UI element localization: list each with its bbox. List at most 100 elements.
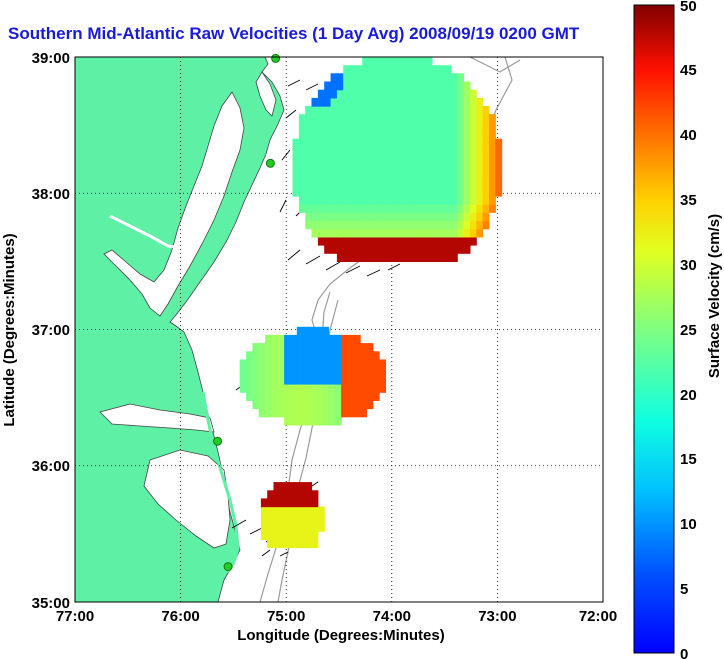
velocity-cell xyxy=(419,81,427,91)
pamlico-sound xyxy=(143,449,231,549)
velocity-cell xyxy=(450,236,458,246)
velocity-cell xyxy=(246,392,253,401)
velocity-cell xyxy=(298,531,306,540)
velocity-cell xyxy=(330,89,338,99)
velocity-cell xyxy=(393,228,401,238)
velocity-cell xyxy=(381,163,389,173)
velocity-cell xyxy=(387,106,395,115)
velocity-cell xyxy=(482,155,490,164)
velocity-cell xyxy=(362,212,370,222)
velocity-cell xyxy=(267,539,275,549)
velocity-cell xyxy=(463,228,471,238)
velocity-cell xyxy=(336,171,344,181)
velocity-cell xyxy=(347,359,355,369)
velocity-cell xyxy=(336,97,344,107)
velocity-cell xyxy=(328,367,336,377)
velocity-cell xyxy=(450,130,458,140)
velocity-cell xyxy=(393,122,401,132)
velocity-cell xyxy=(341,334,348,344)
velocity-cell xyxy=(419,204,427,213)
velocity-cell xyxy=(463,114,471,123)
velocity-cell xyxy=(292,155,300,164)
velocity-cell xyxy=(387,146,395,156)
velocity-cell xyxy=(305,498,313,508)
velocity-cell xyxy=(273,523,281,532)
x-tick-label: 73:00 xyxy=(478,608,516,625)
velocity-cell xyxy=(463,155,471,164)
velocity-cell xyxy=(387,204,395,213)
velocity-cell xyxy=(355,179,363,189)
velocity-cell xyxy=(324,212,332,222)
velocity-cell xyxy=(334,359,342,369)
velocity-cell xyxy=(469,163,477,173)
velocity-cell xyxy=(482,171,490,181)
velocity-cell xyxy=(393,97,401,107)
velocity-cell xyxy=(317,89,325,99)
velocity-cell xyxy=(322,416,329,426)
velocity-cell xyxy=(450,155,458,164)
velocity-cell xyxy=(469,138,477,148)
velocity-cell xyxy=(303,400,310,410)
velocity-cell xyxy=(438,187,446,197)
velocity-cell xyxy=(355,73,363,83)
velocity-cell xyxy=(368,81,376,91)
velocity-cell xyxy=(444,130,452,140)
colorbar-tick-label: 0 xyxy=(680,646,688,659)
velocity-cell xyxy=(366,375,374,385)
velocity-cell xyxy=(315,408,323,418)
velocity-cell xyxy=(406,212,414,222)
velocity-cell xyxy=(284,408,291,418)
velocity-region xyxy=(292,57,503,262)
velocity-cell xyxy=(444,163,452,173)
velocity-cell xyxy=(309,359,317,369)
velocity-cell xyxy=(277,375,285,385)
velocity-cell xyxy=(296,392,304,401)
velocity-cell xyxy=(334,351,342,361)
velocity-cell xyxy=(393,146,401,156)
velocity-cell xyxy=(400,228,408,238)
velocity-cell xyxy=(324,106,332,115)
velocity-cell xyxy=(322,343,329,352)
velocity-cell xyxy=(343,65,351,74)
velocity-cell xyxy=(362,73,370,83)
velocity-cell xyxy=(393,57,401,66)
velocity-cell xyxy=(457,163,465,173)
velocity-cell xyxy=(457,212,465,222)
velocity-cell xyxy=(463,187,471,197)
velocity-cell xyxy=(322,359,329,369)
x-tick-label: 72:00 xyxy=(579,608,617,625)
velocity-cell xyxy=(444,187,452,197)
velocity-cell xyxy=(393,114,401,123)
velocity-cell xyxy=(360,359,367,369)
velocity-cell xyxy=(343,187,351,197)
velocity-cell xyxy=(349,179,357,189)
velocity-cell xyxy=(355,228,363,238)
velocity-cell xyxy=(393,179,401,189)
velocity-cell xyxy=(309,375,317,385)
velocity-cell xyxy=(353,375,361,385)
velocity-cell xyxy=(489,138,496,148)
velocity-cell xyxy=(286,531,294,540)
velocity-cell xyxy=(315,416,323,426)
velocity-cell xyxy=(387,171,395,181)
velocity-cell xyxy=(286,514,294,524)
velocity-cell xyxy=(368,245,376,254)
velocity-cell xyxy=(362,179,370,189)
velocity-cell xyxy=(260,506,268,516)
velocity-cell xyxy=(406,253,414,262)
velocity-cell xyxy=(292,514,300,524)
colorbar-label: Surface Velocity (cm/s) xyxy=(706,214,723,378)
velocity-cell xyxy=(347,343,355,352)
velocity-cell xyxy=(309,408,317,418)
velocity-cell xyxy=(368,89,376,99)
velocity-cell xyxy=(489,204,496,213)
velocity-cell xyxy=(482,130,490,140)
velocity-cell xyxy=(419,228,427,238)
velocity-cell xyxy=(296,408,304,418)
velocity-cell xyxy=(305,490,313,500)
velocity-cell xyxy=(315,384,323,393)
velocity-cell xyxy=(457,171,465,181)
velocity-cell xyxy=(406,106,414,115)
velocity-cell xyxy=(355,122,363,132)
velocity-cell xyxy=(419,146,427,156)
